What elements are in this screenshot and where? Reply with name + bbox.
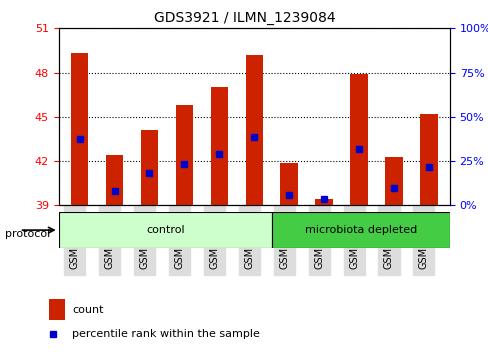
Text: GDS3921 / ILMN_1239084: GDS3921 / ILMN_1239084 — [153, 11, 335, 25]
Text: control: control — [146, 225, 184, 235]
Bar — [105, 155, 123, 205]
Text: percentile rank within the sample: percentile rank within the sample — [72, 329, 260, 339]
Bar — [175, 105, 193, 205]
Bar — [385, 157, 402, 205]
FancyBboxPatch shape — [59, 212, 271, 248]
Bar — [49, 299, 64, 320]
FancyBboxPatch shape — [271, 212, 449, 248]
Bar — [419, 114, 437, 205]
Text: protocol: protocol — [5, 229, 50, 239]
Bar — [245, 55, 263, 205]
Text: microbiota depleted: microbiota depleted — [304, 225, 416, 235]
Text: count: count — [72, 305, 103, 315]
Bar — [71, 53, 88, 205]
Bar — [210, 87, 227, 205]
Bar — [280, 162, 297, 205]
Bar — [315, 199, 332, 205]
Bar — [349, 74, 367, 205]
Bar — [141, 130, 158, 205]
